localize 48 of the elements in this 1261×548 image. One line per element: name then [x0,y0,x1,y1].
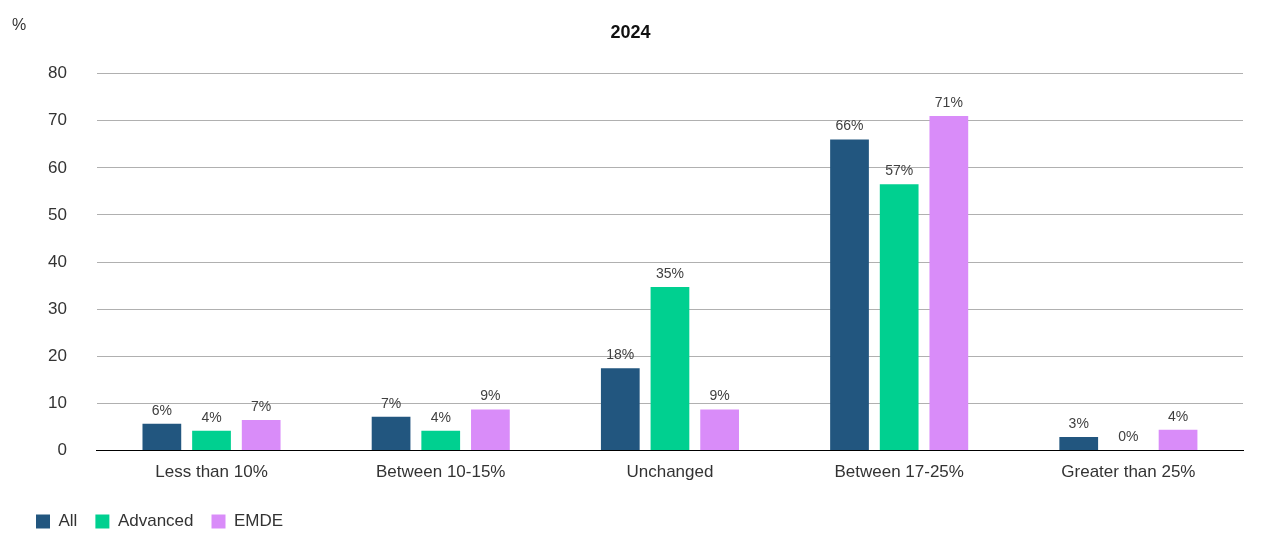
data-label: 4% [201,408,222,425]
bar [650,287,690,451]
y-tick-label: 40 [47,251,67,271]
data-label: 18% [606,345,635,362]
data-label: 35% [655,264,684,281]
y-tick-label: 0 [57,440,67,460]
data-label: 6% [151,401,172,418]
data-label: 0% [1118,428,1139,445]
x-tick-label: Less than 10% [155,462,268,482]
bar [471,409,510,451]
y-tick-label: 50 [47,204,67,224]
bar [142,423,182,451]
y-tick-label: 20 [47,346,67,366]
x-tick-label: Greater than 25% [1061,462,1196,482]
data-label: 57% [885,162,914,179]
bar [830,139,869,451]
bar [1059,436,1099,451]
data-label: 9% [709,387,730,404]
y-tick-label: 80 [47,63,67,83]
legend-label: EMDE [234,511,284,531]
y-axis-title: % [12,16,27,34]
data-label: 71% [934,93,963,110]
y-tick-label: 60 [47,157,67,177]
bar [371,416,411,451]
x-tick-label: Between 17-25% [834,462,964,482]
bar [929,116,969,451]
y-tick-label: 30 [47,298,67,318]
y-tick-label: 10 [47,393,67,413]
bar [700,409,739,451]
legend-label: All [58,511,78,531]
legend-label: Advanced [117,511,194,531]
data-label: 4% [1167,407,1189,424]
bar [600,368,640,451]
data-label: 7% [380,394,402,411]
chart-title: 2024 [610,21,651,42]
bar [421,430,461,451]
bar [879,184,919,451]
bar [192,430,231,451]
y-tick-label: 70 [47,110,67,130]
data-label: 7% [251,397,272,414]
data-label: 66% [835,117,864,134]
bar [1158,429,1198,451]
x-tick-label: Between 10-15% [375,462,506,482]
data-label: 4% [430,408,451,425]
data-label: 9% [480,387,501,404]
bar [241,419,281,451]
x-tick-label: Unchanged [626,462,714,482]
data-label: 3% [1068,414,1089,431]
